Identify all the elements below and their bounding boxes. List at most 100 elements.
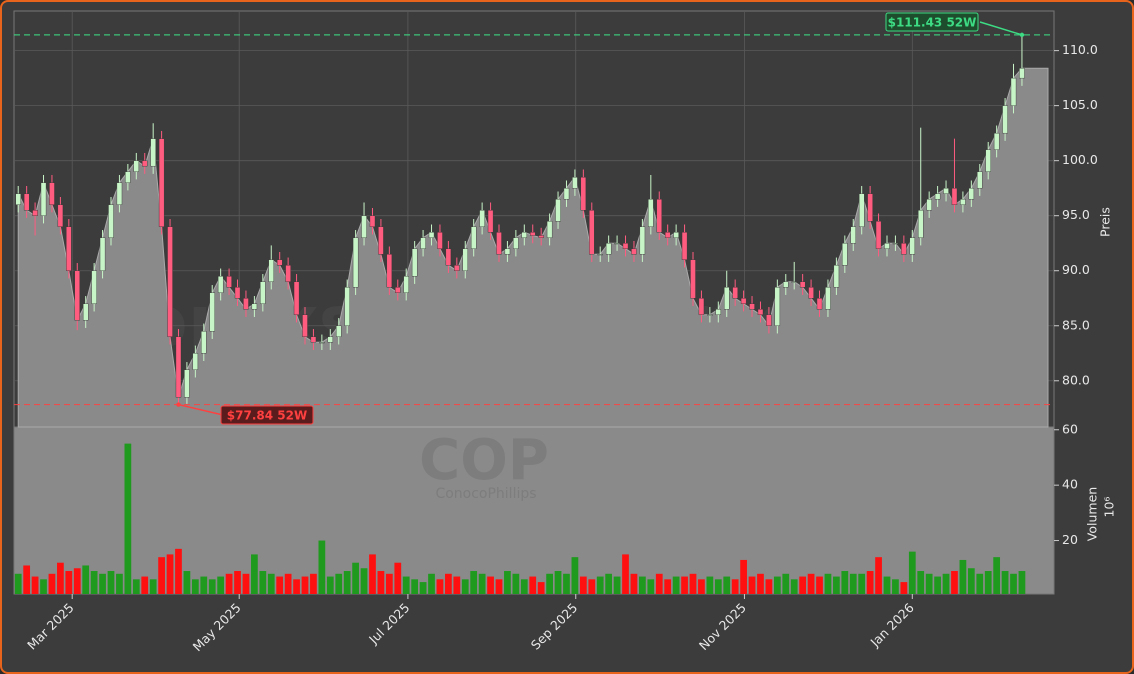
candle-body [968, 187, 975, 200]
volume-bar [883, 576, 891, 594]
volume-bar [833, 576, 840, 594]
volume-bar [723, 576, 731, 594]
symbol-watermark: COP [419, 428, 549, 493]
candle-body [513, 237, 519, 249]
candle-body [993, 132, 1000, 150]
candle-body [57, 204, 64, 227]
volume-bar [908, 551, 916, 594]
volume-bar [242, 573, 250, 594]
candle-body [648, 198, 654, 227]
candle-body [386, 254, 393, 288]
volume-bar [470, 571, 478, 594]
annotation-arrow-head [1019, 32, 1025, 38]
volume-bar [951, 571, 958, 594]
candle-body [605, 243, 612, 255]
volume-bar [596, 576, 604, 594]
candle-body [850, 226, 856, 244]
volume-bar [310, 573, 317, 594]
candle-body [833, 265, 840, 288]
volume-bar [647, 579, 655, 594]
volume-bar [293, 579, 300, 594]
volume-bar [166, 554, 174, 594]
candle-body [428, 232, 435, 238]
volume-bar [284, 573, 292, 594]
y-tick-label: 80.0 [1062, 372, 1090, 387]
candle-body [310, 336, 317, 343]
volume-bar [537, 582, 545, 594]
volume-bar [149, 579, 157, 594]
annotation-label: $111.43 52W [888, 16, 977, 30]
volume-bar [385, 573, 393, 594]
volume-bar [757, 573, 764, 594]
volume-bar [183, 571, 191, 594]
candle-body [234, 287, 241, 299]
candle-body [664, 232, 671, 238]
volume-bar [773, 576, 781, 594]
candle-body [875, 221, 882, 249]
volume-bar [73, 568, 81, 594]
volume-bar [1001, 571, 1009, 594]
volume-bar [436, 579, 444, 594]
price-area [17, 67, 1049, 428]
candle-body [926, 198, 932, 211]
volume-bar [504, 571, 511, 594]
volume-bar [99, 573, 106, 594]
volume-bar [453, 576, 461, 594]
candle-body [167, 226, 173, 337]
candle-body [91, 270, 97, 304]
volume-bar [343, 571, 351, 594]
candle-body [867, 193, 873, 222]
y-axis-label: Preis [1098, 207, 1113, 237]
volume-bar [622, 554, 629, 594]
volume-bar [698, 579, 705, 594]
candle-body [766, 314, 772, 326]
volume-bar [816, 576, 823, 594]
candle-body [563, 187, 570, 200]
candle-body [378, 226, 384, 255]
volume-bar [976, 573, 984, 594]
volume-bar [445, 573, 452, 594]
volume-bar [740, 559, 747, 594]
candle-body [116, 182, 123, 205]
volume-bar [428, 573, 435, 594]
volume-bar [411, 579, 419, 594]
candle-body [411, 248, 418, 277]
y-tick-label: 95.0 [1062, 207, 1090, 222]
volume-bar [141, 576, 149, 594]
volume-bar [301, 576, 309, 594]
volume-bar [377, 571, 385, 594]
candle-body [1010, 77, 1017, 106]
volume-bar [1010, 573, 1017, 594]
volume-bar [394, 562, 402, 594]
candle-body [125, 171, 131, 183]
volume-bar [234, 571, 241, 594]
candle-body [285, 265, 291, 282]
volume-bar [892, 579, 899, 594]
volume-bar [82, 565, 90, 594]
candle-body [631, 248, 637, 255]
candle-body [934, 193, 941, 200]
volume-bar [714, 579, 722, 594]
volume-bar [689, 573, 697, 594]
volume-bar [782, 573, 790, 594]
candle-body [791, 281, 797, 283]
volume-bar [1018, 571, 1026, 594]
volume-bar [276, 576, 284, 594]
volume-bar [858, 573, 866, 594]
volume-bar [605, 573, 613, 594]
candle-body [504, 248, 511, 255]
candle-body [15, 193, 21, 205]
volume-bar [191, 579, 199, 594]
candle-body [799, 281, 806, 288]
candle-body [243, 298, 249, 310]
candle-body [656, 198, 662, 233]
candle-body [302, 314, 308, 337]
candle-body [951, 187, 958, 205]
volume-bar [765, 579, 773, 594]
volume-bar [48, 573, 56, 594]
candle-body [142, 160, 148, 167]
candle-body [909, 237, 916, 255]
candle-body [479, 209, 485, 227]
volume-bar [790, 579, 798, 594]
